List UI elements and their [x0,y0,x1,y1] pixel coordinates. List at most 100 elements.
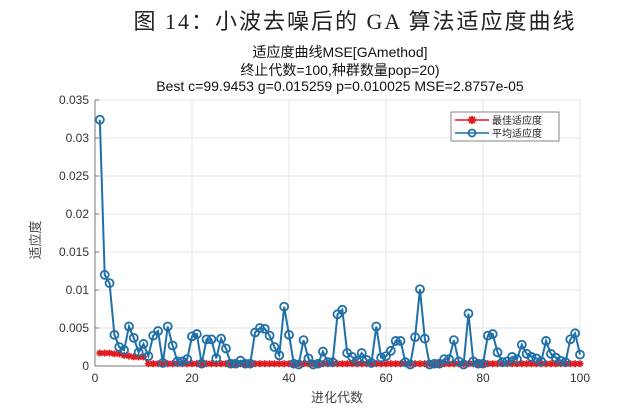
y-tick-label: 0.005 [59,321,89,335]
legend-best-label: 最佳适应度 [492,114,542,127]
circle-marker-icon [284,329,294,340]
asterisk-marker-icon [576,360,584,368]
asterisk-marker-icon [101,349,109,357]
circle-marker-icon [153,326,163,336]
chart-title-line-3: Best c=99.9453 g=0.015259 p=0.010025 MSE… [156,78,524,94]
asterisk-marker-icon [416,360,424,368]
circle-marker-icon [225,358,236,369]
circle-marker-icon [385,345,396,356]
y-tick-label: 0.02 [66,207,90,221]
circle-marker-icon [458,359,469,370]
circle-marker-icon [303,353,314,364]
circle-marker-icon [497,357,508,368]
y-tick-label: 0.025 [59,169,89,183]
circle-marker-icon [322,357,333,368]
circle-marker-icon [405,359,416,370]
circle-marker-icon [381,351,391,362]
circle-marker-icon [318,346,328,357]
circle-marker-icon [119,345,129,355]
asterisk-marker-icon [110,350,118,358]
circle-marker-icon [448,335,459,346]
circle-marker-icon [99,269,110,280]
circle-marker-icon [211,353,222,364]
y-tick-label: 0.01 [66,283,90,297]
circle-marker-icon [191,329,202,339]
circle-marker-icon [555,355,566,366]
circle-marker-icon [478,358,488,369]
x-axis-label: 进化代数 [311,391,363,406]
circle-marker-icon [313,358,324,369]
circle-marker-icon [468,356,479,367]
circle-marker-icon [541,336,551,346]
circle-marker-icon [221,343,231,354]
circle-marker-icon [565,334,576,345]
series-average-fitness [94,114,585,370]
circle-marker-icon [104,278,115,289]
circle-marker-icon [187,331,197,342]
circle-marker-icon [366,358,377,368]
circle-marker-icon [575,349,585,360]
circle-marker-icon [128,332,139,343]
chart-title-line-2: 终止代数=100,种群数量pop=20) [240,62,440,78]
circle-marker-icon [526,351,537,362]
asterisk-marker-icon [275,360,283,368]
circle-marker-icon [512,354,522,365]
y-tick-label: 0.03 [66,131,90,145]
circle-marker-icon [245,358,256,369]
circle-marker-icon [419,333,430,344]
circle-marker-icon [254,323,265,333]
circle-marker-icon [177,356,188,367]
circle-marker-icon [264,330,275,341]
circle-marker-icon [482,330,493,341]
circle-marker-icon [182,354,193,365]
circle-marker-icon [293,359,304,370]
circle-marker-icon [124,321,134,332]
y-tick-label: 0.015 [59,245,89,259]
circle-marker-icon [240,358,251,369]
circle-marker-icon [410,332,421,343]
asterisk-marker-icon [338,360,346,368]
circle-marker-icon [138,339,149,349]
circle-marker-icon [196,358,207,369]
y-tick-label: 0.035 [59,93,89,107]
circle-marker-icon [429,358,440,369]
circle-marker-icon [570,328,581,339]
circle-marker-icon [487,329,498,339]
circle-marker-icon [351,355,362,366]
circle-marker-icon [279,301,290,312]
legend: 最佳适应度 平均适应度 [450,111,560,142]
circle-marker-icon [439,354,450,365]
circle-marker-icon [94,114,105,125]
circle-marker-icon [109,329,120,340]
circle-marker-icon [157,358,168,368]
circle-marker-icon [259,323,270,334]
circle-marker-icon [172,356,183,367]
circle-marker-icon [201,334,212,345]
x-tick-label: 40 [282,371,296,385]
circle-marker-icon [467,128,477,138]
circle-marker-icon [143,351,154,362]
circle-marker-icon [516,339,527,350]
y-tick-label: 0 [82,359,89,373]
circle-marker-icon [274,350,285,361]
circle-marker-icon [444,354,454,365]
x-tick-label: 80 [476,371,490,385]
asterisk-marker-icon [468,116,476,124]
legend-avg-label: 平均适应度 [492,127,542,140]
x-tick-label: 20 [185,371,199,385]
circle-marker-icon [473,358,484,369]
circle-marker-icon [162,321,173,332]
circle-marker-icon [133,347,144,358]
circle-marker-icon [463,308,474,319]
circle-marker-icon [216,333,227,344]
x-tick-label: 100 [570,371,590,385]
x-tick-label: 60 [379,371,393,385]
circle-marker-icon [424,359,435,370]
chart-title-line-1: 适应度曲线MSE[GAmethod] [252,44,428,60]
circle-marker-icon [327,357,338,368]
circle-marker-icon [560,357,571,368]
circle-marker-icon [390,336,401,346]
circle-marker-icon [298,335,309,346]
circle-marker-icon [371,321,382,332]
